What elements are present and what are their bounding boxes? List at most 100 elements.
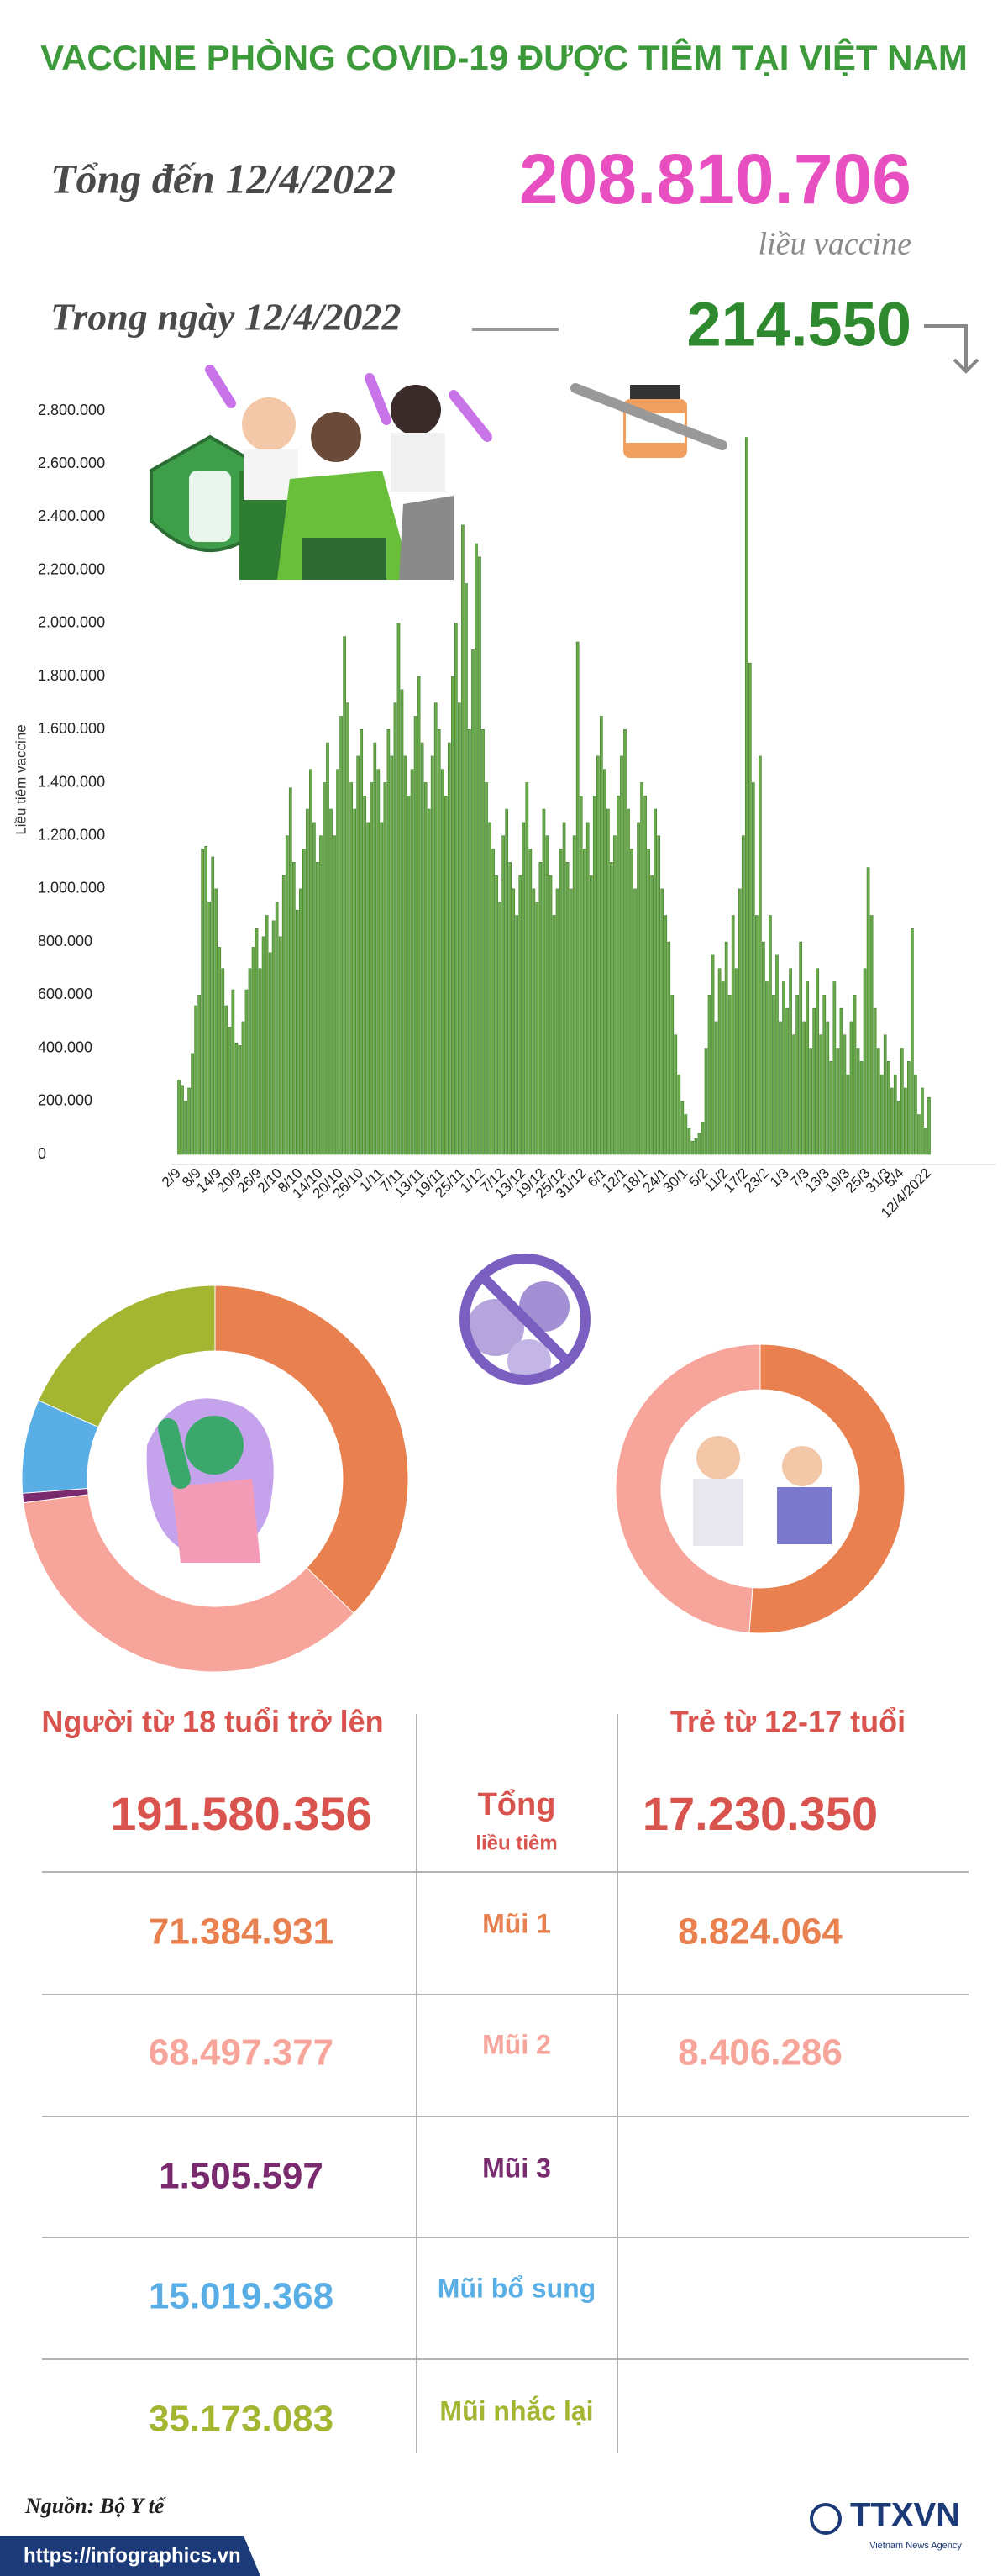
bar	[447, 742, 451, 1155]
bar	[319, 835, 323, 1155]
bar	[640, 782, 643, 1155]
bar	[518, 875, 522, 1155]
bar	[360, 728, 364, 1155]
total-label: Tổng	[478, 1787, 556, 1822]
donut-segment	[23, 1494, 354, 1673]
bar	[627, 808, 630, 1155]
bar	[606, 808, 610, 1155]
bar	[525, 782, 529, 1155]
bar	[701, 1122, 705, 1155]
bar	[620, 755, 623, 1155]
bar	[610, 862, 613, 1155]
bar	[430, 755, 434, 1155]
dose-value: 35.173.083	[149, 2399, 333, 2440]
bar	[366, 822, 370, 1155]
bar	[779, 1021, 782, 1155]
bar	[281, 875, 286, 1155]
url-band	[0, 2536, 260, 2576]
bar	[829, 1061, 833, 1155]
bar	[927, 1096, 931, 1155]
bar	[759, 755, 762, 1155]
bar	[545, 835, 549, 1155]
bar	[643, 796, 647, 1155]
bar	[572, 835, 576, 1155]
bar	[657, 835, 661, 1155]
people-illustration	[150, 365, 492, 580]
bar	[585, 822, 590, 1155]
bar	[569, 888, 573, 1155]
bar	[437, 728, 441, 1155]
dose-value: 15.019.368	[149, 2276, 333, 2317]
virus-icon	[459, 1254, 591, 1385]
agency: Vietnam News Agency	[869, 2541, 962, 2551]
bar	[896, 1101, 900, 1155]
total-sublabel: liều tiêm	[475, 1832, 557, 1854]
bar	[221, 968, 225, 1155]
bar	[772, 995, 775, 1155]
bar	[491, 849, 495, 1155]
bar	[623, 728, 627, 1155]
bar	[596, 755, 600, 1155]
column-title: Trẻ từ 12-17 tuổi	[670, 1705, 906, 1739]
bar	[555, 888, 559, 1155]
bar	[724, 941, 728, 1155]
bar	[251, 947, 255, 1155]
title: VACCINE PHÒNG COVID-19 ĐƯỢC TIÊM TẠI VIỆ…	[40, 37, 968, 77]
bar	[291, 862, 296, 1155]
bar	[921, 1087, 924, 1155]
bar	[687, 1128, 691, 1155]
down-arrow	[924, 324, 979, 374]
bar	[420, 742, 424, 1155]
table-grid	[42, 1714, 969, 2453]
bar	[353, 808, 357, 1155]
bar	[498, 902, 501, 1155]
bar	[694, 1138, 698, 1155]
bar	[809, 1048, 813, 1155]
bar	[734, 968, 738, 1155]
bar	[667, 941, 671, 1155]
daily-value: 214.550	[687, 290, 912, 360]
url[interactable]: https://infographics.vn	[24, 2544, 241, 2567]
bar	[306, 808, 309, 1155]
bar	[873, 1007, 877, 1155]
bar	[589, 875, 593, 1155]
dose-value: 8.824.064	[678, 1911, 843, 1953]
bar	[465, 583, 468, 1155]
bar	[177, 1080, 181, 1155]
bar	[751, 782, 755, 1155]
bar	[255, 928, 259, 1155]
bar	[238, 1045, 242, 1155]
bar	[846, 1074, 850, 1155]
dose-value: 8.406.286	[678, 2032, 843, 2074]
bar	[802, 1021, 806, 1155]
bar	[575, 641, 580, 1155]
y-tick-label: 2.000.000	[38, 614, 105, 631]
bar	[727, 995, 732, 1155]
bar	[515, 915, 519, 1155]
bar	[744, 437, 748, 1155]
bar	[458, 702, 461, 1155]
bar	[549, 875, 553, 1155]
bar	[191, 1053, 194, 1155]
dose-value: 68.497.377	[149, 2032, 333, 2074]
bar	[711, 954, 715, 1155]
bar	[393, 702, 397, 1155]
bar	[886, 1061, 890, 1155]
bar	[832, 981, 837, 1155]
total-value: 191.580.356	[110, 1787, 371, 1840]
bar	[826, 1021, 830, 1155]
y-tick-label: 400.000	[38, 1038, 92, 1055]
bar	[508, 862, 512, 1155]
bar	[363, 796, 367, 1155]
bar	[792, 1034, 795, 1155]
y-tick-label: 1.200.000	[38, 826, 105, 843]
bar	[244, 989, 249, 1155]
bar	[714, 1021, 718, 1155]
total-value: 17.230.350	[643, 1787, 878, 1840]
bar	[812, 1007, 816, 1155]
bar	[475, 543, 478, 1155]
bar	[295, 909, 299, 1155]
bar	[386, 728, 391, 1155]
